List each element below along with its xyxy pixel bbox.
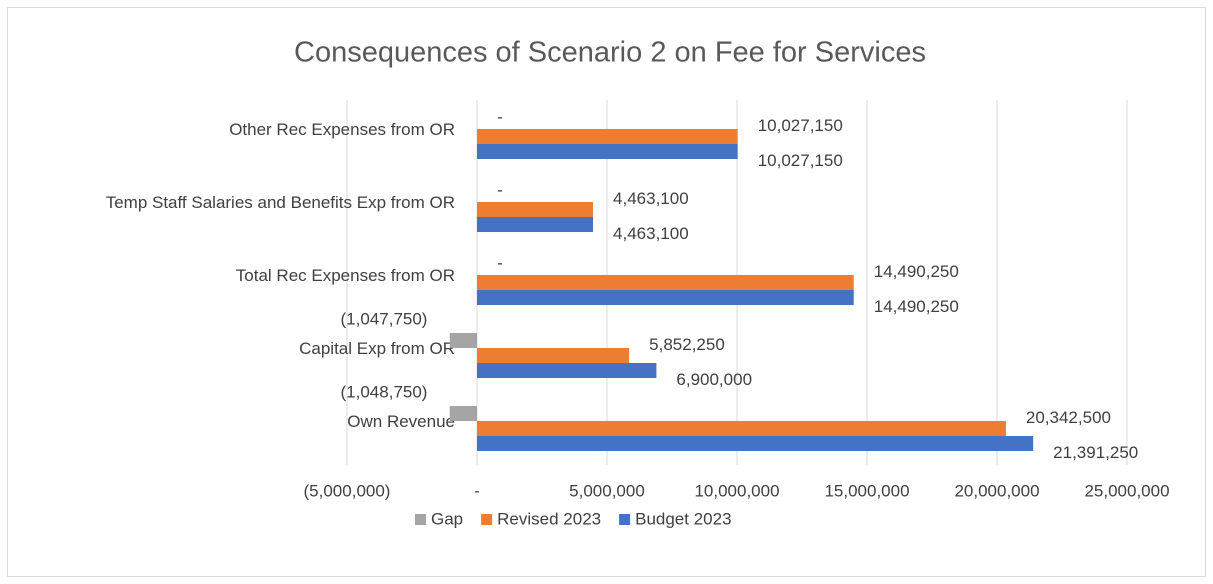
- data-label: 5,852,250: [649, 335, 725, 354]
- data-label: -: [497, 107, 503, 126]
- y-tick-label: Capital Exp from OR: [299, 339, 455, 358]
- data-label: 6,900,000: [676, 370, 752, 389]
- bar: [477, 202, 594, 217]
- legend-swatch: [415, 514, 426, 525]
- data-label: 10,027,150: [758, 151, 843, 170]
- data-label: (1,048,750): [341, 382, 428, 401]
- data-label: 10,027,150: [758, 116, 843, 135]
- bar: [477, 290, 854, 305]
- x-tick-label: (5,000,000): [304, 481, 391, 500]
- legend-swatch: [619, 514, 631, 525]
- bar: [477, 421, 1006, 436]
- x-tick-label: 10,000,000: [694, 481, 779, 500]
- x-tick-label: 20,000,000: [954, 481, 1039, 500]
- data-label: 14,490,250: [874, 262, 959, 281]
- legend-label: Revised 2023: [497, 509, 601, 528]
- data-label: 20,342,500: [1026, 408, 1111, 427]
- x-tick-label: 15,000,000: [824, 481, 909, 500]
- y-tick-label: Other Rec Expenses from OR: [229, 120, 455, 139]
- bar: [477, 144, 738, 159]
- data-label: -: [497, 180, 503, 199]
- data-label: 4,463,100: [613, 189, 689, 208]
- bar: [477, 348, 630, 363]
- x-tick-label: -: [474, 481, 480, 500]
- bar: [477, 275, 854, 290]
- chart-title: Consequences of Scenario 2 on Fee for Se…: [294, 37, 926, 69]
- bar: [449, 333, 477, 348]
- legend-swatch: [481, 514, 493, 525]
- data-label: 21,391,250: [1053, 443, 1138, 462]
- bar: [477, 129, 738, 144]
- legend-label: Budget 2023: [635, 509, 731, 528]
- bar: [449, 406, 477, 421]
- bar: [477, 217, 594, 232]
- y-tick-label: Total Rec Expenses from OR: [236, 266, 455, 285]
- x-tick-label: 5,000,000: [569, 481, 645, 500]
- legend-label: Gap: [431, 509, 463, 528]
- y-tick-label: Own Revenue: [347, 412, 455, 431]
- data-label: (1,047,750): [341, 309, 428, 328]
- data-label: 4,463,100: [613, 224, 689, 243]
- y-tick-label: Temp Staff Salaries and Benefits Exp fro…: [106, 193, 455, 212]
- data-label: 14,490,250: [874, 297, 959, 316]
- data-label: -: [497, 253, 503, 272]
- bar: [477, 363, 657, 378]
- bar: [477, 436, 1034, 451]
- x-tick-label: 25,000,000: [1084, 481, 1169, 500]
